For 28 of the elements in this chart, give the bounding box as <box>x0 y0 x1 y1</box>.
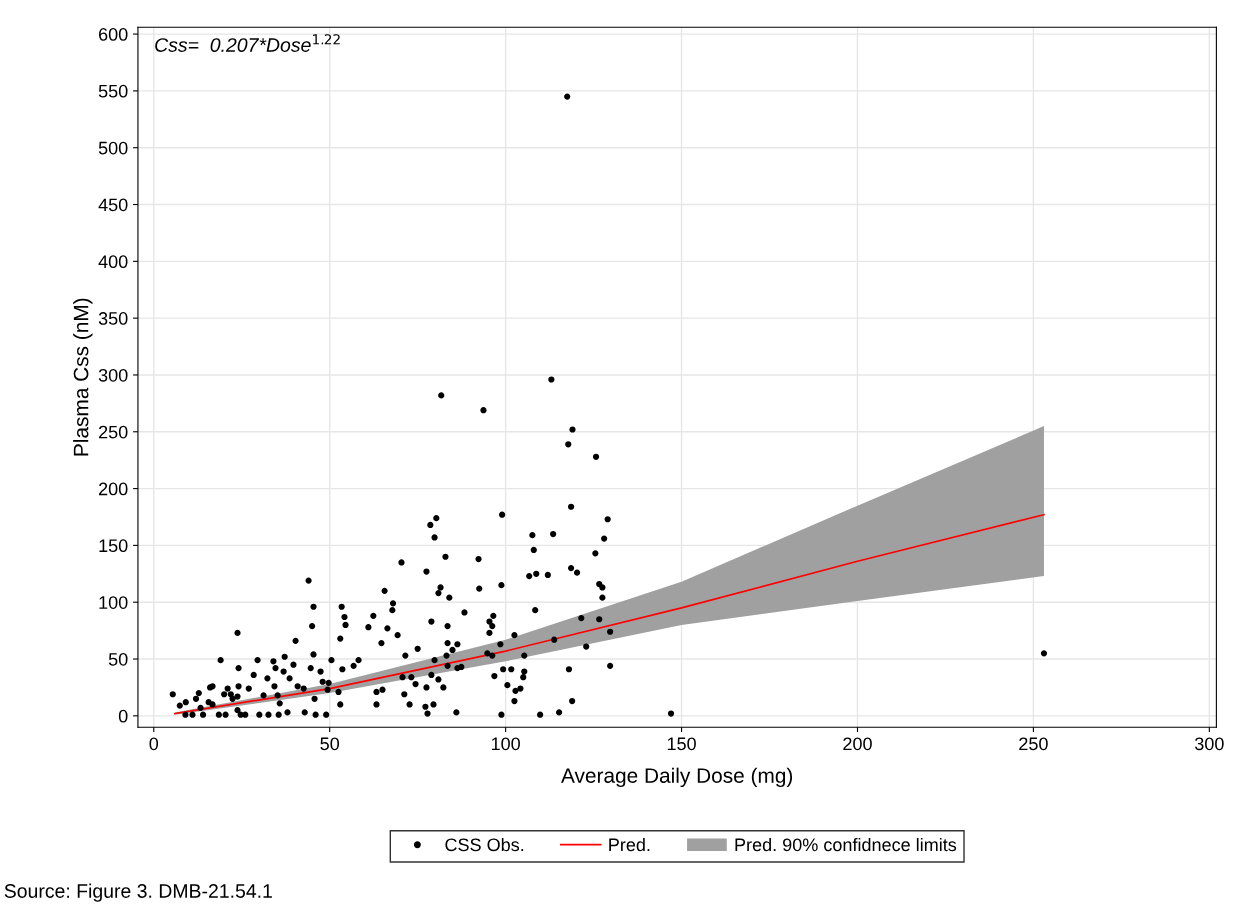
x-tick-label: 50 <box>320 737 340 751</box>
y-tick-label: 600 <box>99 28 128 41</box>
y-tick-label: 250 <box>99 425 128 439</box>
y-tick-label: 200 <box>99 482 128 496</box>
x-tick-label: 200 <box>843 737 872 751</box>
y-axis-title: Plasma Css (nM) <box>73 298 93 456</box>
legend-label: Pred. <box>609 837 650 852</box>
x-tick-label: 250 <box>1019 737 1048 751</box>
y-tick-label: 450 <box>98 198 128 212</box>
legend-label: Pred. 90% confidnece limits <box>735 837 957 852</box>
annotation: Css= 0.207*Dose$^{1.22}$ <box>155 34 340 52</box>
x-axis-title: Average Daily Dose (mg) <box>561 767 793 788</box>
x-tick-label: 150 <box>667 737 696 751</box>
y-tick-label: 500 <box>98 141 128 155</box>
x-tick-label: 300 <box>1194 737 1224 751</box>
y-tick-label: 0 <box>118 709 128 723</box>
y-tick-label: 550 <box>98 84 128 98</box>
y-tick-label: 100 <box>99 596 128 609</box>
y-tick-label: 400 <box>98 255 128 269</box>
line-series <box>174 513 1045 715</box>
y-tick-label: 50 <box>108 652 128 666</box>
y-tick-label: 350 <box>98 312 128 325</box>
legend-label: CSS Obs. <box>445 837 524 852</box>
y-tick-label: 150 <box>99 539 128 553</box>
x-tick-label: 0 <box>149 737 159 751</box>
y-tick-label: 300 <box>98 368 128 382</box>
source-note: Source: Figure 3. DMB-21.54.1 <box>4 883 272 902</box>
x-tick-label: 100 <box>491 737 520 751</box>
